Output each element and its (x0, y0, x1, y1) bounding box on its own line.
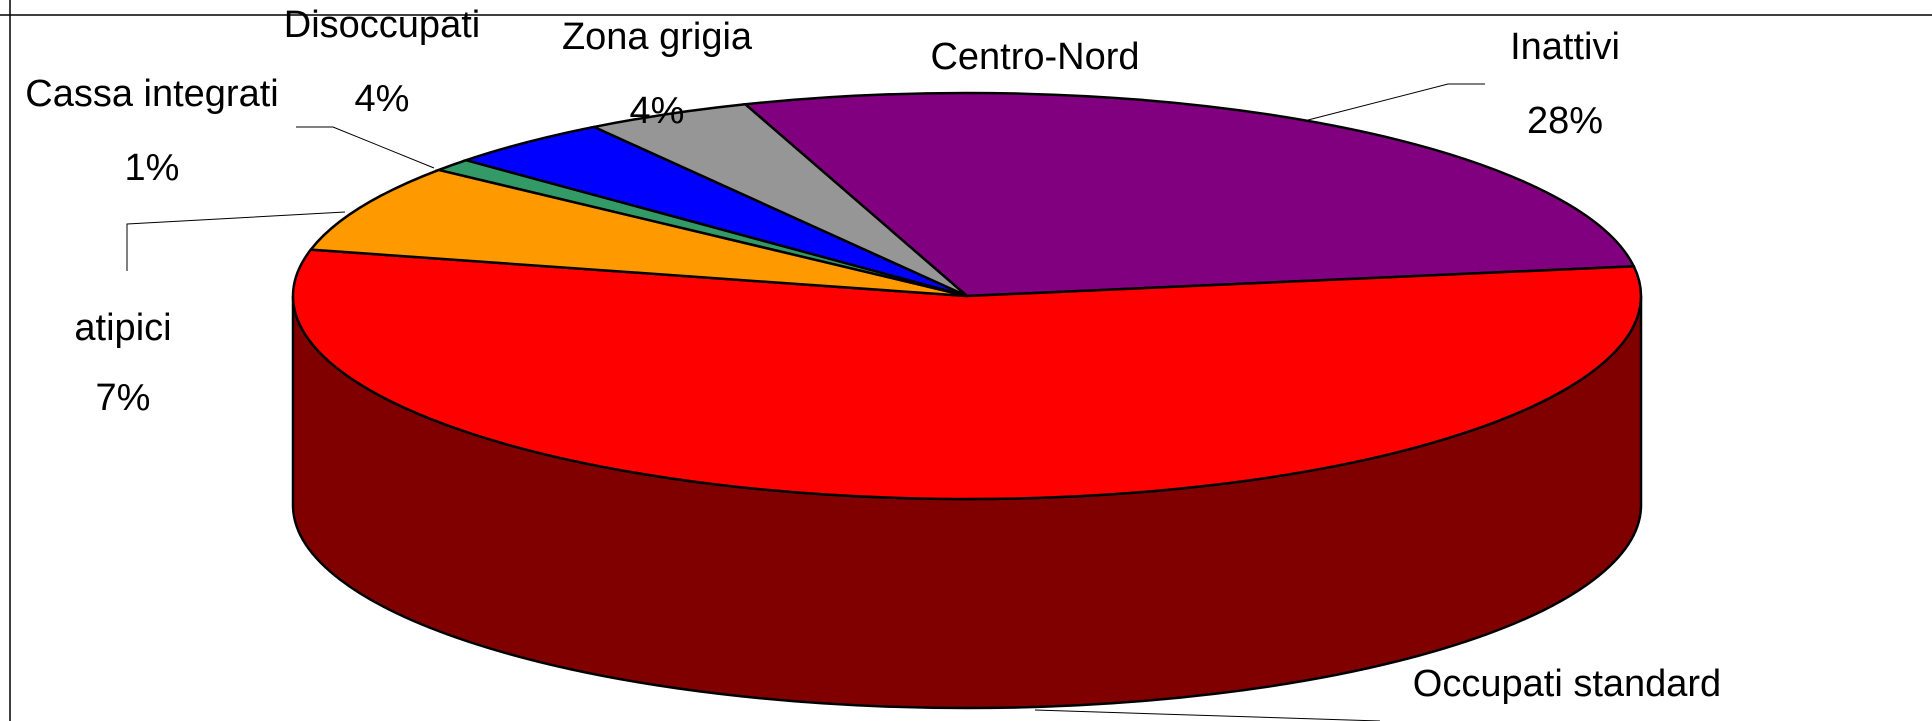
value-label: 4% (630, 90, 685, 132)
leader-line (296, 126, 435, 169)
slice-label: Occupati standard (1413, 663, 1721, 705)
pie-slice (291, 248, 1643, 501)
value-label: 4% (355, 78, 410, 120)
value-label: 1% (125, 147, 180, 189)
chart-title: Centro-Nord (930, 36, 1139, 78)
leader-line (126, 211, 346, 271)
slice-label: Cassa integrati (25, 73, 278, 115)
slice-label: Zona grigia (562, 16, 753, 58)
labels: Inattivi 28% Occupati standard atipici 7% Cas… (25, 4, 1721, 721)
leader-line (1307, 83, 1485, 121)
value-label: 7% (96, 377, 151, 419)
slice-label: Inattivi (1510, 26, 1620, 68)
slice-label: atipici (74, 307, 171, 349)
pie-slice (308, 168, 968, 298)
pie-slice (589, 102, 968, 298)
pie-tops (291, 91, 1643, 501)
leader-line (1034, 709, 1381, 721)
value-label: 28% (1527, 100, 1603, 142)
slice-label: Disoccupati (284, 4, 480, 46)
pie-slice (742, 91, 1636, 298)
